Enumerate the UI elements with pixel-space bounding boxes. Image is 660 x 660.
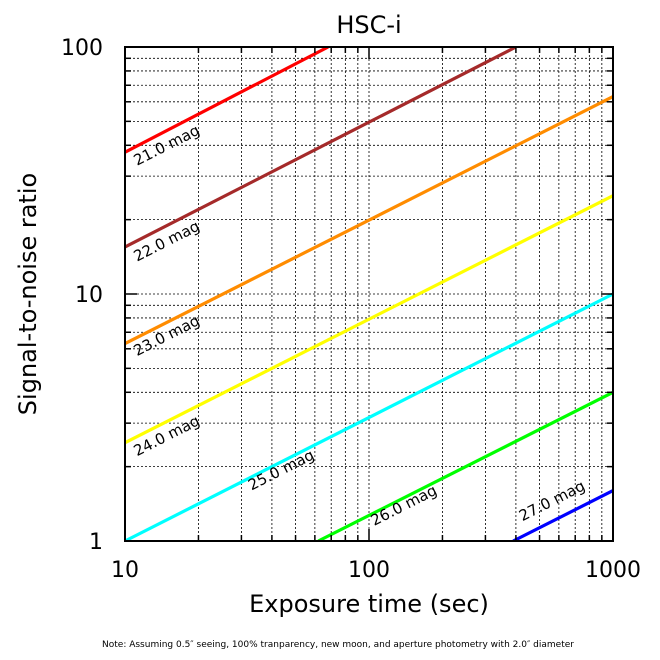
y-tick-label: 10 — [75, 283, 103, 308]
y-axis-label: Signal-to-noise ratio — [14, 173, 42, 415]
x-axis-label: Exposure time (sec) — [249, 590, 489, 618]
line-label: 25.0 mag — [245, 446, 317, 494]
chart-title: HSC-i — [336, 11, 401, 39]
x-tick-label: 1000 — [585, 558, 641, 583]
x-tick-label: 10 — [111, 558, 139, 583]
series-line — [512, 489, 613, 541]
series-line — [125, 47, 517, 249]
line-label: 26.0 mag — [368, 481, 440, 529]
plot-frame — [124, 46, 614, 542]
line-label: 27.0 mag — [516, 477, 588, 525]
series-line — [125, 47, 329, 154]
series-line — [125, 292, 613, 541]
series-line — [125, 95, 613, 346]
footnote: Note: Assuming 0.5″ seeing, 100% tranpar… — [102, 640, 574, 650]
x-tick-label: 100 — [348, 558, 390, 583]
series-lines — [125, 47, 613, 541]
y-tick-label: 1 — [89, 530, 103, 555]
series-line — [317, 390, 613, 541]
series-line — [125, 194, 613, 445]
y-tick-label: 100 — [61, 36, 103, 61]
